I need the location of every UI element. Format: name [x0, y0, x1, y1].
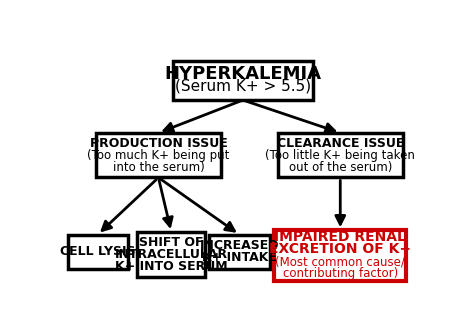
Text: K+ INTAKE: K+ INTAKE [202, 251, 277, 264]
Text: (Serum K+ > 5.5): (Serum K+ > 5.5) [175, 79, 311, 94]
FancyBboxPatch shape [137, 232, 205, 277]
Text: out of the serum): out of the serum) [289, 161, 392, 174]
Text: PRODUCTION ISSUE: PRODUCTION ISSUE [90, 137, 228, 149]
Text: HYPERKALEMIA: HYPERKALEMIA [164, 65, 321, 83]
Text: into the serum): into the serum) [112, 161, 204, 174]
Text: IMPAIRED RENAL: IMPAIRED RENAL [274, 230, 406, 244]
FancyBboxPatch shape [67, 235, 128, 269]
Text: CELL LYSIS: CELL LYSIS [60, 245, 136, 258]
Text: contributing factor): contributing factor) [283, 267, 398, 280]
FancyBboxPatch shape [274, 230, 406, 281]
FancyBboxPatch shape [96, 133, 221, 178]
Text: (Too much K+ being put: (Too much K+ being put [87, 149, 229, 162]
Text: (Most common cause/: (Most common cause/ [275, 255, 405, 268]
Text: INCREASED: INCREASED [200, 239, 279, 252]
Text: K+ INTO SERUM: K+ INTO SERUM [115, 260, 228, 273]
FancyBboxPatch shape [173, 61, 313, 100]
FancyBboxPatch shape [278, 133, 403, 178]
FancyBboxPatch shape [209, 235, 270, 269]
Text: INTRACELLULAR: INTRACELLULAR [115, 248, 228, 261]
Text: CLEARANCE ISSUE: CLEARANCE ISSUE [277, 137, 404, 149]
Text: EXCRETION OF K+: EXCRETION OF K+ [269, 243, 411, 256]
Text: SHIFT OF: SHIFT OF [139, 236, 203, 248]
Text: (Too little K+ being taken: (Too little K+ being taken [265, 149, 415, 162]
